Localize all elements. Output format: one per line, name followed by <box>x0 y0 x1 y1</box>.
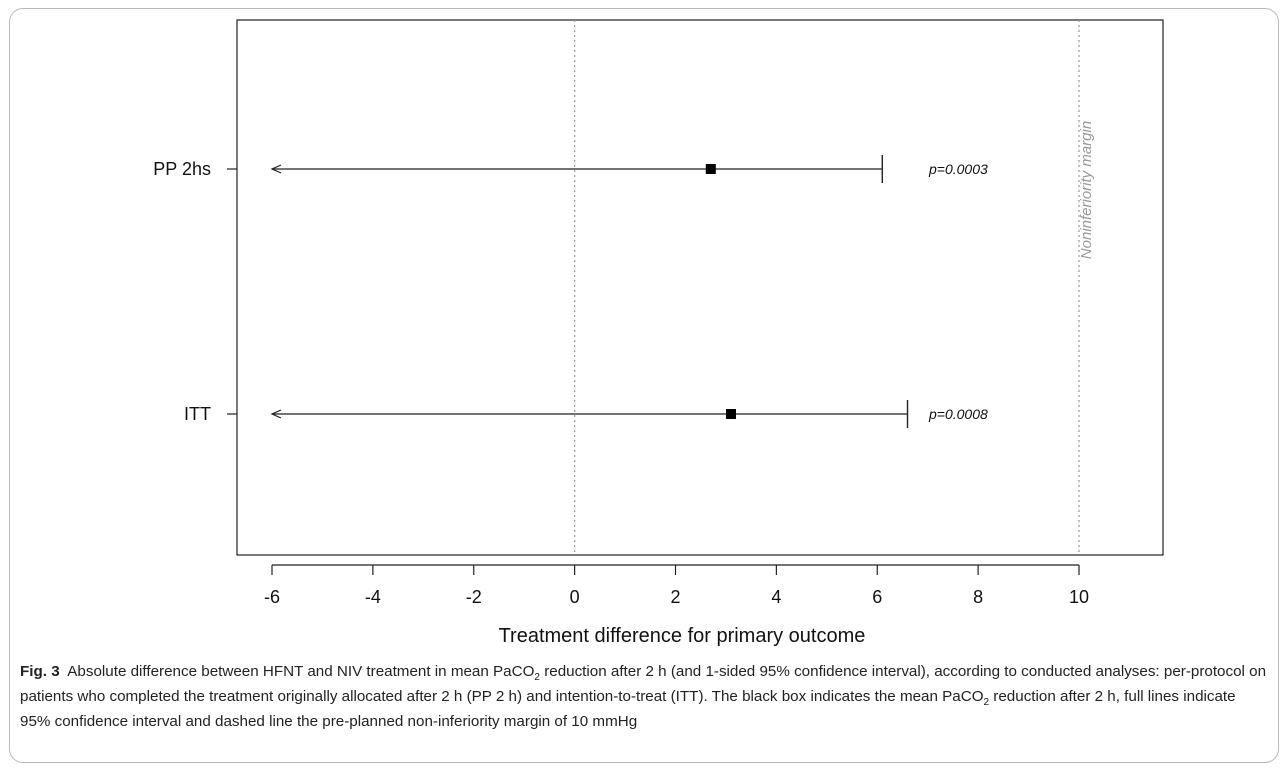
row-label: ITT <box>184 404 211 424</box>
caption-segment: reduction after 2 h, full lines indicate… <box>20 688 1236 730</box>
figure-label: Fig. 3 <box>20 663 60 680</box>
forest-plot: Noninferiority margin -6 -4 -2 0 2 4 6 8 10 Treatm… <box>153 19 1164 647</box>
caption-segment: Absolute difference between HFNT and NIV… <box>67 663 535 680</box>
x-tick-label: 4 <box>771 587 781 607</box>
x-tick-label: -4 <box>365 587 381 607</box>
x-axis-label: Treatment difference for primary outcome <box>499 625 866 647</box>
caption-segment: reduction after 2 h (and 1-sided 95% con… <box>20 663 1267 705</box>
caption-text: Absolute difference between HFNT and NIV… <box>20 663 1266 730</box>
figure-frame <box>9 8 1279 763</box>
point-estimate <box>705 164 716 174</box>
plot-area-border <box>236 19 1164 556</box>
p-value-label: p=0.0003 <box>928 161 988 177</box>
x-tick-label: 0 <box>570 587 580 607</box>
x-tick-label: 2 <box>670 587 680 607</box>
p-value-label: p=0.0008 <box>928 406 988 422</box>
x-tick-label: -2 <box>466 587 482 607</box>
x-tick-label: 6 <box>872 587 882 607</box>
noninferiority-margin-label: Noninferiority margin <box>1078 121 1095 259</box>
x-tick-label: -6 <box>264 587 280 607</box>
caption-subscript: 2 <box>534 672 540 684</box>
point-estimate <box>725 409 736 419</box>
x-tick-label: 8 <box>973 587 983 607</box>
row-label: PP 2hs <box>153 159 211 179</box>
caption-subscript: 2 <box>983 697 990 709</box>
ci-lower-arrow <box>270 409 282 419</box>
ci-lower-arrow <box>270 164 282 174</box>
figure-caption: Fig. 3 Absolute difference between HFNT … <box>20 659 1270 734</box>
x-tick-label: 10 <box>1069 587 1089 607</box>
